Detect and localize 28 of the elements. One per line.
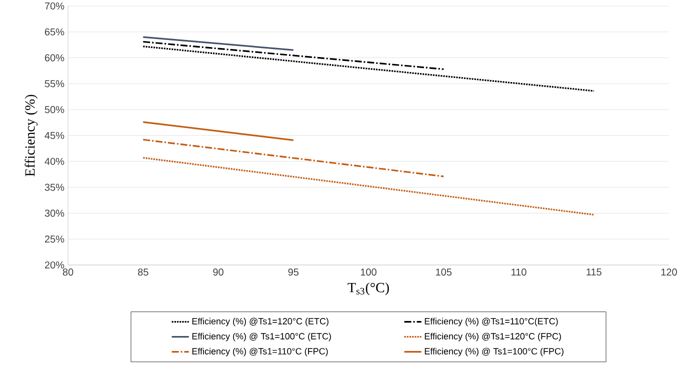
y-tick-label: 35%: [44, 184, 64, 191]
x-tick-label: 115: [586, 268, 602, 276]
y-tick-label: 65%: [44, 28, 64, 36]
y-tick-label: 25%: [44, 236, 64, 243]
legend-label: Efficiency (%) @Ts1=110°C(ETC): [424, 318, 558, 326]
x-axis-title: T$_{s3}$(°C): [348, 282, 389, 296]
y-tick-label: 45%: [44, 132, 64, 140]
x-tick-label: 105: [436, 268, 452, 276]
x-tick-label: 85: [138, 268, 148, 276]
y-tick-label: 60%: [44, 54, 64, 62]
y-tick-label: 20%: [44, 261, 64, 269]
legend-label: Efficiency (%) @ Ts1=100°C (ETC): [192, 332, 331, 342]
y-tick-label: 70%: [44, 2, 64, 10]
y-tick-label: 50%: [44, 106, 64, 114]
x-tick-label: 100: [360, 268, 376, 276]
y-tick-label: 30%: [44, 210, 64, 217]
x-tick-label: 95: [288, 268, 299, 276]
legend-label: Efficiency (%) @ Ts1=100°C (FPC): [424, 348, 564, 356]
y-tick-label: 55%: [44, 80, 64, 88]
x-tick-label: 80: [62, 268, 74, 276]
legend-label: Efficiency (%) @Ts1=120°C (FPC): [424, 332, 561, 342]
legend-label: Efficiency (%) @Ts1=110°C (FPC): [192, 348, 328, 356]
x-tick-label: 90: [213, 268, 224, 276]
y-axis-title: Efficiency (%): [24, 94, 38, 176]
x-tick-label: 120: [661, 268, 677, 276]
x-tick-label: 110: [512, 268, 526, 276]
legend-label: Efficiency (%) @Ts1=120°C (ETC): [192, 318, 328, 326]
y-tick-label: 40%: [44, 158, 64, 165]
